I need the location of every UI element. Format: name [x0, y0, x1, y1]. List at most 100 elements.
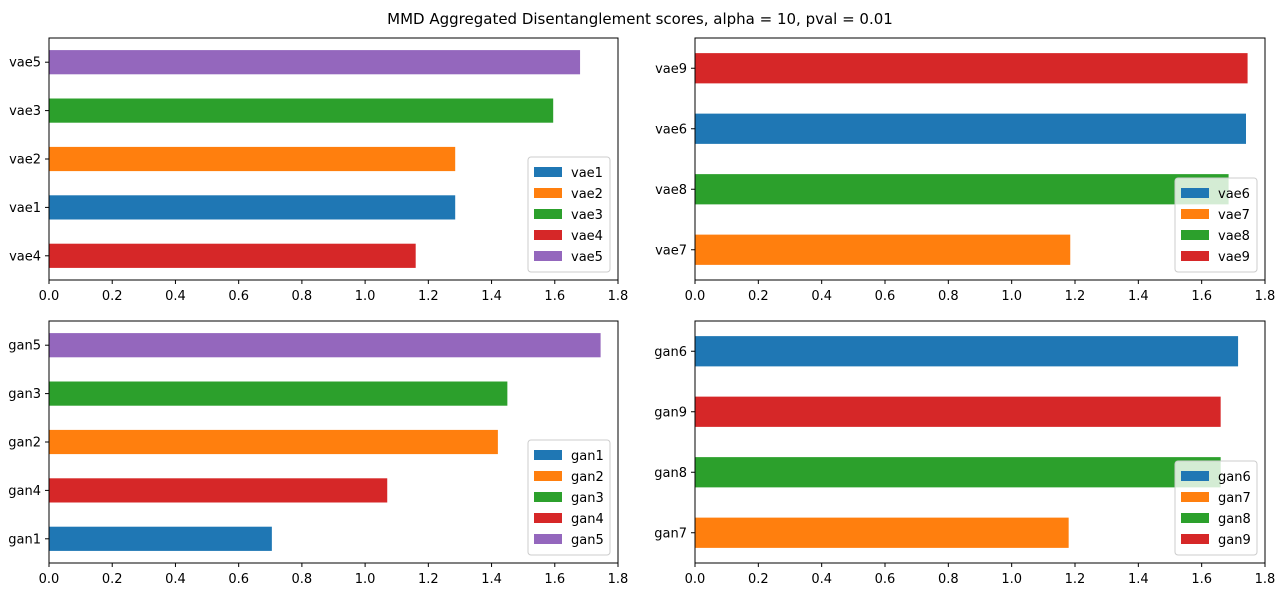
x-tick-label: 1.2	[1065, 572, 1086, 587]
figure-title: MMD Aggregated Disentanglement scores, a…	[387, 10, 893, 28]
bar-gan9	[695, 396, 1221, 427]
x-tick-label: 1.8	[1255, 572, 1276, 587]
legend-swatch-gan2	[534, 471, 562, 481]
legend-label-vae7: vae7	[1218, 208, 1250, 223]
legend-swatch-vae9	[1181, 251, 1209, 261]
legend-label-vae1: vae1	[571, 166, 603, 181]
legend-swatch-vae3	[534, 209, 562, 219]
y-tick-label-gan4: gan4	[8, 484, 41, 499]
legend-swatch-vae1	[534, 167, 562, 177]
bar-vae1	[49, 195, 456, 220]
bar-gan5	[49, 333, 601, 358]
legend-swatch-gan5	[534, 534, 562, 544]
legend-label-vae4: vae4	[571, 229, 603, 244]
x-tick-label: 0.4	[811, 572, 832, 587]
bar-vae9	[695, 53, 1248, 84]
legend-box	[1174, 460, 1258, 556]
y-tick-label-vae4: vae4	[9, 249, 41, 264]
legend-swatch-gan1	[534, 450, 562, 460]
legend-label-gan4: gan4	[571, 512, 604, 527]
x-tick-label: 0.0	[685, 289, 706, 304]
legend-box	[527, 156, 611, 273]
legend-label-gan8: gan8	[1218, 512, 1251, 527]
bar-vae2	[49, 146, 456, 172]
legend-label-gan2: gan2	[571, 470, 604, 485]
bar-vae7	[695, 234, 1071, 265]
legend-swatch-gan3	[534, 492, 562, 502]
x-tick-label: 1.8	[1255, 289, 1276, 304]
legend-swatch-vae4	[534, 230, 562, 240]
x-tick-label: 0.2	[102, 289, 123, 304]
x-tick-label: 0.6	[228, 572, 249, 587]
legend-swatch-gan6	[1181, 471, 1209, 481]
x-tick-label: 0.0	[39, 572, 60, 587]
bar-gan6	[695, 336, 1239, 367]
x-tick-label: 0.4	[165, 289, 186, 304]
axes-frame	[694, 37, 1266, 281]
y-tick-label-gan6: gan6	[654, 345, 687, 360]
bar-vae8	[695, 174, 1229, 205]
legend-swatch-gan8	[1181, 513, 1209, 523]
legend: vae1 vae2 vae3 vae4 vae5	[527, 156, 611, 273]
bar-vae5	[49, 50, 581, 75]
legend-label-vae6: vae6	[1218, 187, 1250, 202]
legend-swatch-vae8	[1181, 230, 1209, 240]
y-tick-label-vae3: vae3	[9, 104, 41, 119]
x-tick-label: 0.2	[748, 572, 769, 587]
y-tick-label-vae8: vae8	[655, 183, 687, 198]
legend-label-gan1: gan1	[571, 449, 604, 464]
y-tick-label-vae9: vae9	[655, 62, 687, 77]
chart-panels: vae4 vae1 vae2 vae3 vae5 0.0 0.2 0.4 0.6 0.8 1.0 1.…	[8, 37, 1276, 587]
x-tick-label: 0.2	[748, 289, 769, 304]
x-tick-label: 0.6	[875, 289, 896, 304]
y-tick-label-vae5: vae5	[9, 56, 41, 71]
x-tick-label: 0.6	[228, 289, 249, 304]
bar-vae3	[49, 98, 554, 123]
x-tick-label: 1.4	[1128, 289, 1149, 304]
axes-frame	[694, 320, 1266, 564]
x-tick-label: 1.8	[608, 289, 629, 304]
x-tick-label: 1.0	[1001, 572, 1022, 587]
x-tick-label: 1.6	[544, 289, 565, 304]
chart-panel-3: gan1 gan4 gan2 gan3 gan5 0.0 0.2 0.4 0.6 0.8 1.0 1.…	[8, 320, 628, 587]
x-tick-label: 0.0	[39, 289, 60, 304]
legend: vae6 vae7 vae8 vae9	[1174, 177, 1258, 273]
y-tick-label-gan9: gan9	[654, 405, 687, 420]
x-tick-label: 0.0	[685, 572, 706, 587]
bar-gan4	[49, 478, 388, 503]
legend-label-gan5: gan5	[571, 533, 604, 548]
y-tick-label-vae2: vae2	[9, 153, 41, 168]
axes-frame	[48, 320, 619, 564]
bar-gan3	[49, 381, 508, 406]
x-tick-label: 1.4	[1128, 572, 1149, 587]
legend-label-gan3: gan3	[571, 491, 604, 506]
legend-label-vae2: vae2	[571, 187, 603, 202]
chart-panel-2: vae7 vae8 vae6 vae9 0.0 0.2 0.4 0.6 0.8 1.0 1.2 1.4…	[655, 37, 1276, 304]
legend-label-gan6: gan6	[1218, 470, 1251, 485]
chart-panel-4: gan7 gan8 gan9 gan6 0.0 0.2 0.4 0.6 0.8 1.0 1.2 1.4…	[654, 320, 1276, 587]
x-tick-label: 1.4	[481, 289, 502, 304]
x-tick-label: 1.0	[355, 572, 376, 587]
x-tick-label: 1.6	[1191, 289, 1212, 304]
bar-gan7	[695, 517, 1069, 548]
legend-box	[1174, 177, 1258, 273]
y-tick-label-gan8: gan8	[654, 466, 687, 481]
x-tick-label: 0.4	[165, 572, 186, 587]
legend-swatch-vae2	[534, 188, 562, 198]
y-tick-label-vae7: vae7	[655, 243, 687, 258]
legend-label-vae5: vae5	[571, 250, 603, 265]
legend-swatch-gan4	[534, 513, 562, 523]
x-tick-label: 1.4	[481, 572, 502, 587]
x-tick-label: 1.6	[544, 572, 565, 587]
legend-swatch-gan7	[1181, 492, 1209, 502]
x-tick-label: 1.0	[355, 289, 376, 304]
legend-swatch-vae5	[534, 251, 562, 261]
bar-gan1	[49, 526, 272, 551]
x-tick-label: 0.6	[875, 572, 896, 587]
y-tick-label-gan3: gan3	[8, 387, 41, 402]
y-tick-label-gan2: gan2	[8, 436, 41, 451]
x-tick-label: 0.8	[292, 289, 313, 304]
legend-swatch-vae7	[1181, 209, 1209, 219]
y-tick-label-gan1: gan1	[8, 532, 41, 547]
